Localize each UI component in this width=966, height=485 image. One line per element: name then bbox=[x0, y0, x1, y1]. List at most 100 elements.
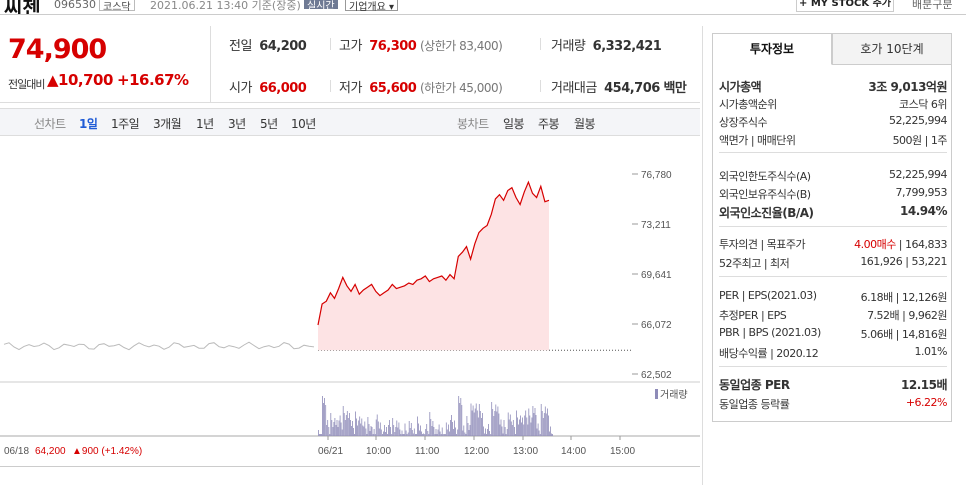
invest-row-label[interactable]: 시가총액 bbox=[719, 80, 762, 94]
invest-row: 52주최고 | 최저 161,926 | 53,221 bbox=[719, 255, 947, 273]
volume-bar bbox=[368, 424, 370, 436]
tab-3y[interactable]: 3년 bbox=[228, 117, 246, 131]
sort-link[interactable]: 배분구분 bbox=[912, 0, 953, 11]
current-price: 74,900 bbox=[8, 34, 107, 65]
tab-1y[interactable]: 1년 bbox=[196, 117, 214, 131]
divider bbox=[0, 466, 700, 467]
volume-legend-swatch bbox=[655, 389, 658, 399]
volume-bar bbox=[331, 420, 333, 436]
volume-bar bbox=[418, 423, 419, 436]
invest-row-value: 161,926 | 53,221 bbox=[860, 255, 947, 268]
invest-row-label[interactable]: PER | EPS(2021.03) bbox=[719, 289, 817, 302]
prev-day-series bbox=[3, 341, 315, 351]
add-mystock-button[interactable]: + MY STOCK 추가 bbox=[796, 0, 894, 12]
volume-bar bbox=[367, 417, 369, 436]
volume-bar bbox=[372, 434, 374, 436]
invest-row: 액면가 | 매매단위 500원 | 1주 bbox=[719, 132, 948, 150]
stat-label: 거래대금 bbox=[551, 81, 597, 96]
volume-bar bbox=[510, 421, 512, 436]
invest-row-label[interactable]: 시가총액순위 bbox=[719, 98, 777, 111]
intraday-chart[interactable]: 76,780 73,211 69,641 66,072 62,502 거래량 06/21… bbox=[0, 136, 700, 466]
invest-row-label[interactable]: 동일업종 등락률 bbox=[719, 398, 790, 411]
invest-row-label[interactable]: 배당수익률 | 2020.12 bbox=[719, 347, 819, 360]
volume-bar bbox=[391, 434, 393, 436]
volume-bar bbox=[319, 434, 320, 436]
volume-bar bbox=[533, 413, 535, 436]
volume-bar bbox=[360, 423, 362, 436]
volume-bar bbox=[495, 404, 497, 436]
invest-row-label[interactable]: 액면가 | 매매단위 bbox=[719, 134, 796, 147]
invest-row: PER | EPS(2021.03) 6.18배 | 12,126원 bbox=[719, 289, 948, 307]
volume-bar bbox=[339, 415, 341, 436]
company-overview-button[interactable]: 기업개요 ▾ bbox=[345, 0, 398, 13]
invest-row-label[interactable]: 외국인한도주식수(A) bbox=[719, 170, 811, 183]
volume-bar bbox=[463, 425, 465, 436]
stat-high: 고가 76,300 (상한가 83,400) bbox=[339, 35, 503, 54]
tab-orderbook[interactable]: 호가 10단계 bbox=[832, 33, 952, 65]
invest-row: 시가총액순위 코스닥 6위 bbox=[719, 96, 947, 114]
prev-day-line bbox=[3, 341, 632, 351]
volume-bar bbox=[380, 429, 382, 436]
tab-weekly[interactable]: 주봉 bbox=[538, 117, 560, 131]
tab-1d[interactable]: 1일 bbox=[79, 117, 98, 131]
tab-10y[interactable]: 10년 bbox=[291, 117, 316, 131]
y-tick-label: 66,072 bbox=[641, 320, 672, 331]
volume-bar bbox=[489, 431, 490, 436]
volume-bar bbox=[321, 434, 322, 436]
volume-bar bbox=[425, 429, 427, 436]
volume-bar bbox=[548, 415, 549, 436]
stat-value: 65,600 bbox=[369, 81, 417, 96]
tab-invest-info[interactable]: 투자정보 bbox=[712, 33, 832, 65]
invest-row-label[interactable]: 52주최고 | 최저 bbox=[719, 257, 790, 270]
volume-bar bbox=[427, 431, 429, 436]
tab-3m[interactable]: 3개월 bbox=[153, 117, 182, 131]
volume-bar bbox=[405, 430, 407, 436]
volume-bar bbox=[430, 419, 432, 436]
invest-row-label[interactable]: 추정PER | EPS bbox=[719, 309, 787, 322]
invest-row-label[interactable]: 외국인보유주식수(B) bbox=[719, 188, 811, 201]
invest-row-label[interactable]: 투자의견 | 목표주가 bbox=[719, 238, 806, 251]
volume-bar bbox=[518, 424, 519, 436]
row-separator bbox=[719, 276, 947, 277]
volume-bar bbox=[338, 420, 340, 436]
volume-bar bbox=[356, 418, 357, 436]
volume-bar bbox=[377, 421, 379, 436]
tab-5y[interactable]: 5년 bbox=[260, 117, 278, 131]
volume-bar bbox=[506, 429, 508, 436]
tab-monthly[interactable]: 월봉 bbox=[574, 117, 596, 131]
realtime-badge[interactable]: 실시간 bbox=[304, 0, 338, 12]
stat-open: 시가 66,000 bbox=[229, 77, 307, 96]
volume-bar bbox=[541, 411, 543, 436]
x-tick-label: 12:00 bbox=[464, 446, 489, 457]
volume-bar bbox=[403, 434, 405, 436]
volume-bar bbox=[469, 425, 471, 436]
invest-row-label[interactable]: 상장주식수 bbox=[719, 116, 768, 129]
volume-bar bbox=[350, 420, 351, 436]
volume-bar bbox=[401, 430, 403, 436]
x-tick-label: 10:00 bbox=[366, 446, 391, 457]
volume-bar bbox=[399, 429, 401, 436]
volume-bar bbox=[481, 418, 482, 436]
stat-label: 시가 bbox=[229, 81, 252, 96]
invest-row-label[interactable]: 동일업종 PER bbox=[719, 378, 790, 392]
invest-row-value: +6.22% bbox=[905, 396, 948, 409]
volume-bar bbox=[323, 403, 324, 436]
volume-bar bbox=[318, 430, 319, 436]
row-separator bbox=[719, 366, 947, 367]
x-tick-label: 11:00 bbox=[415, 446, 440, 457]
price-box: 74,900 전일대비 ▲10,700 +16.67% bbox=[0, 26, 210, 102]
volume-bar bbox=[382, 434, 383, 436]
tab-daily[interactable]: 일봉 bbox=[503, 117, 525, 131]
volume-bar bbox=[497, 406, 499, 436]
invest-row-label[interactable]: 외국인소진율(B/A) bbox=[719, 206, 814, 220]
volume-bar bbox=[341, 429, 343, 436]
y-tick-label: 62,502 bbox=[641, 370, 672, 381]
volume-bar bbox=[406, 434, 408, 436]
volume-bar bbox=[333, 422, 335, 436]
invest-row-label[interactable]: PBR | BPS (2021.03) bbox=[719, 326, 821, 339]
volume-bar bbox=[402, 434, 404, 436]
tab-1w[interactable]: 1주일 bbox=[111, 117, 140, 131]
invest-row: 외국인보유주식수(B) 7,799,953 bbox=[719, 186, 948, 204]
volume-bar bbox=[547, 408, 548, 436]
invest-row-value: 52,225,994 bbox=[889, 114, 947, 127]
